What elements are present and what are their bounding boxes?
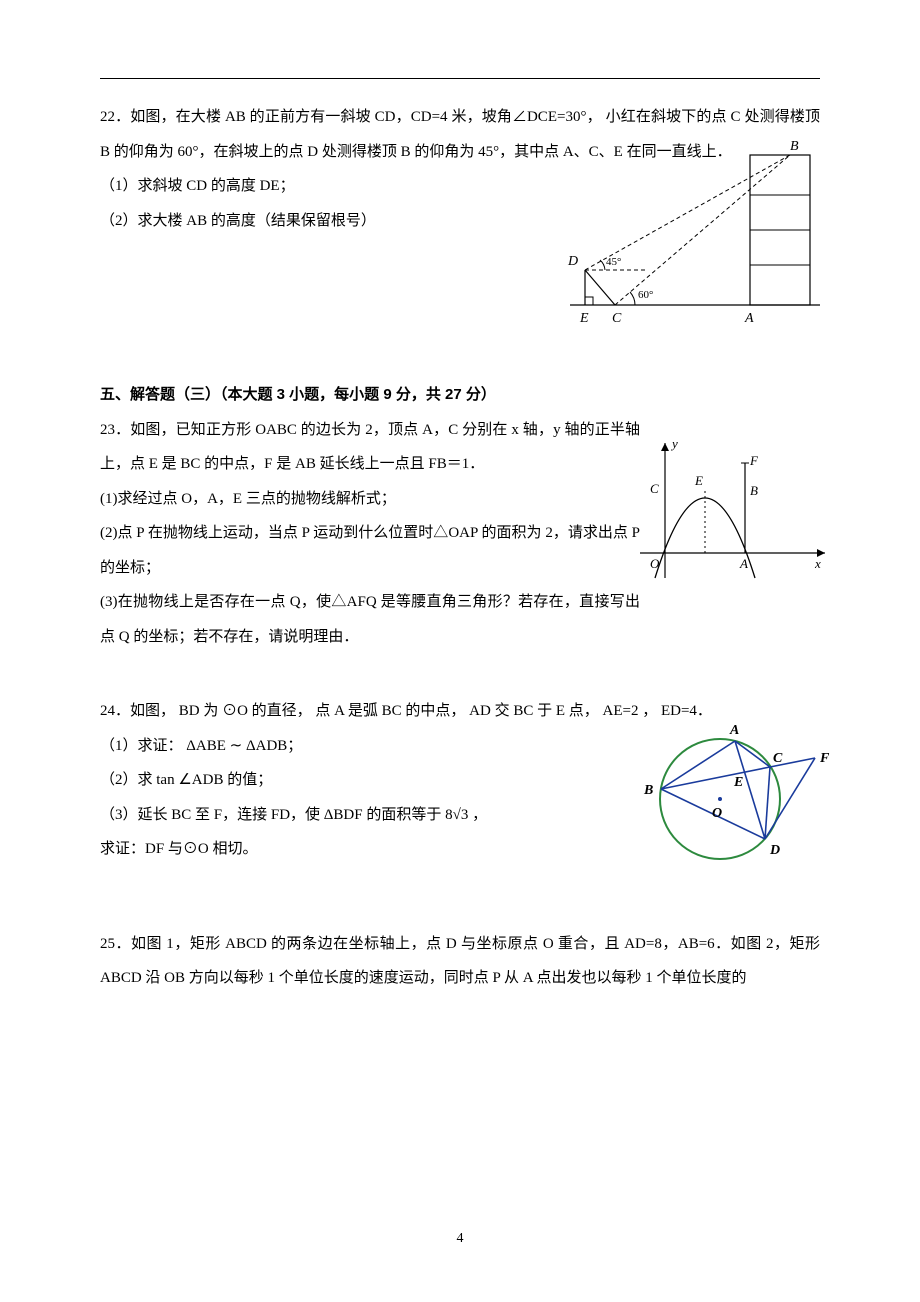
svg-text:F: F (749, 453, 759, 468)
q24-p1-pre: （1）求证： (100, 738, 183, 754)
top-rule (100, 78, 820, 79)
q24-p3: （3）延长 BC 至 F，连接 FD，使 ΔBDF 的面积等于 8√3 ， (100, 798, 640, 833)
q24-p2-pre: （2）求 (100, 772, 153, 788)
q24-block: 24．如图， BD 为 ⊙O 的直径， 点 A 是弧 BC 的中点， AD 交 … (100, 694, 820, 867)
q25-block: 25．如图 1，矩形 ABCD 的两条边在坐标轴上，点 D 与坐标原点 O 重合… (100, 927, 820, 996)
q24-p1: （1）求证： ΔABE ∼ ΔADB； (100, 729, 640, 764)
section5-title: 五、解答题（三）（本大题 3 小题，每小题 9 分，共 27 分） (100, 378, 820, 413)
q23-p1: (1)求经过点 O，A，E 三点的抛物线解析式； (100, 482, 640, 517)
svg-text:E: E (694, 473, 703, 488)
q25-line1: 25．如图 1，矩形 ABCD 的两条边在坐标轴上，点 D 与坐标原点 O 重合… (100, 927, 820, 996)
svg-text:C: C (612, 311, 622, 326)
q24-p3-mid: 的面积等于 (366, 807, 445, 823)
svg-text:B: B (750, 483, 758, 498)
svg-text:E: E (579, 311, 589, 326)
svg-text:C: C (650, 481, 659, 496)
svg-text:E: E (733, 775, 743, 790)
q23-block: 23．如图，已知正方形 OABC 的边长为 2，顶点 A，C 分别在 x 轴，y… (100, 413, 820, 655)
q22-p1: （1）求斜坡 CD 的高度 DE； (100, 169, 560, 204)
svg-text:45°: 45° (606, 256, 621, 268)
q23-figure: O A x y C E B F (620, 433, 840, 603)
svg-text:O: O (712, 806, 722, 821)
q24-p3-val: 8√3 (445, 807, 468, 823)
svg-text:A: A (744, 311, 754, 326)
q22-figure: E C A D B 60° 45° (560, 135, 840, 335)
q24-p3-delta: ΔBDF (324, 807, 363, 823)
q24-p4: 求证：DF 与⊙O 相切。 (100, 832, 640, 867)
svg-text:A: A (739, 556, 748, 571)
svg-text:D: D (769, 843, 780, 858)
q24-p2-tan: tan ∠ADB (156, 772, 223, 788)
spacer-2 (100, 907, 820, 927)
svg-text:y: y (670, 436, 678, 451)
svg-text:60°: 60° (638, 289, 653, 301)
svg-text:O: O (650, 556, 660, 571)
q22-block: 22．如图，在大楼 AB 的正前方有一斜坡 CD，CD=4 米，坡角∠DCE=3… (100, 100, 820, 238)
svg-text:D: D (567, 254, 578, 269)
q24-p2-post: 的值； (227, 772, 272, 788)
svg-text:B: B (790, 139, 799, 154)
q24-p1-delta: ΔABE ∼ ΔADB； (186, 738, 302, 754)
svg-text:x: x (814, 556, 821, 571)
q24-p3-pre: （3）延长 BC 至 F，连接 FD，使 (100, 807, 320, 823)
page-content: 22．如图，在大楼 AB 的正前方有一斜坡 CD，CD=4 米，坡角∠DCE=3… (100, 100, 820, 996)
svg-text:B: B (643, 783, 653, 798)
svg-text:F: F (819, 751, 830, 766)
svg-text:A: A (729, 723, 739, 738)
q23-p3: (3)在抛物线上是否存在一点 Q，使△AFQ 是等腰直角三角形？若存在，直接写出… (100, 585, 640, 654)
q24-p2: （2）求 tan ∠ADB 的值； (100, 763, 640, 798)
q23-stem: 23．如图，已知正方形 OABC 的边长为 2，顶点 A，C 分别在 x 轴，y… (100, 413, 640, 482)
svg-text:C: C (773, 751, 783, 766)
q23-p2: (2)点 P 在抛物线上运动，当点 P 运动到什么位置时△OAP 的面积为 2，… (100, 516, 640, 585)
q24-p3-post: ， (472, 807, 487, 823)
q22-p2: （2）求大楼 AB 的高度（结果保留根号） (100, 204, 560, 239)
q24-figure: A B C D E F O (630, 714, 840, 874)
page-number: 4 (0, 1231, 920, 1247)
